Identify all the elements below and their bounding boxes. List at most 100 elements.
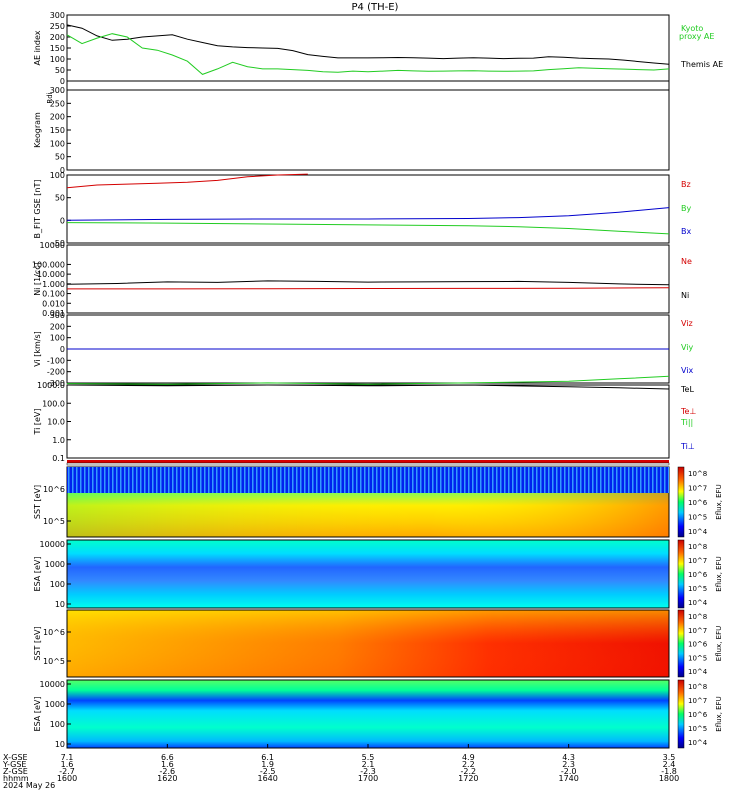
temperature-frame [66,384,670,459]
sst_ion-colorbar-tick: 10^8 [688,470,707,478]
sst_elec-colorbar [677,609,685,678]
xaxis-tick-label: -1.8 [661,767,677,776]
xaxis-tick-label: 1740 [558,774,578,783]
xaxis-tick-label: 1700 [358,774,378,783]
sst_ion-ylabel: SST [eV] [33,485,42,519]
velocity-ytick-label: 0 [60,345,65,354]
esa_elec-ytick-label: 10 [55,740,65,749]
ae-ylabel: AE index [33,30,42,65]
xaxis-row-label: Y-GSE [2,760,26,769]
bfield-ytick-label: -50 [52,239,65,248]
esa_elec-colorbar [677,679,685,749]
temp-legend-tiperp: Ti⊥ [680,442,695,451]
keogram-ylabel: Keogram [33,112,42,148]
bfield-ytick-label: 100 [50,171,65,180]
bfield-legend-bz: Bz [681,180,691,189]
esa_ion-spectrogram [67,540,669,608]
temperature-ylabel: Ti [eV] [33,408,42,435]
esa_ion-ytick-label: 10000 [40,540,65,549]
xaxis-tick-label: -2.5 [260,767,276,776]
sst_elec-colorbar-tick: 10^7 [688,627,707,635]
xaxis-tick-label: 1640 [257,774,277,783]
bfield-series-0 [66,173,308,189]
xaxis-tick-label: 1600 [57,774,77,783]
ae-legend-themis: Themis AE [680,60,723,69]
temperature-ytick-label: 0.1 [52,454,65,463]
velocity-legend-viy: Viy [681,343,694,352]
esa_elec-ytick-label: 1000 [45,700,65,709]
bfield-ytick-label: 50 [55,194,65,203]
esa_elec-colorbar-tick: 10^7 [688,697,707,705]
quality-bar-white [66,462,670,466]
esa_elec-spectrogram [67,680,669,748]
density-frame [66,244,670,314]
xaxis-tick-label: 7.1 [61,753,74,762]
keogram-ytick-label: 50 [55,153,65,162]
xaxis-tick-label: 2.2 [462,760,475,769]
keogram-ytick-label: 150 [50,126,65,135]
sst_elec-colorbar-tick: 10^6 [688,641,708,649]
sst_ion-colorbar-tick: 10^6 [688,499,708,507]
bfield-ytick-label: 0 [60,216,65,225]
keogram-ylabel-top: Rdi [46,92,54,103]
temp-legend-teperp: Te⊥ [680,407,696,416]
xaxis-tick-label: 1620 [157,774,177,783]
xaxis-row-label: 2024 May 26 [3,781,55,790]
xaxis-tick-label: 1.6 [161,760,174,769]
keogram-ytick-label: 0 [60,166,65,175]
esa_ion-colorbar-tick: 10^8 [688,543,707,551]
xaxis-tick-label: -2.6 [160,767,176,776]
esa_elec-ylabel: ESA [eV] [33,697,42,732]
temperature-ytick-label: 100.0 [42,399,65,408]
esa_elec-colorbar-tick: 10^6 [688,711,708,719]
bfield-series-2 [66,222,670,235]
sst_ion-low-count-band [67,467,669,493]
xaxis-tick-label: -2.0 [561,767,577,776]
ae-series-1 [66,33,670,75]
velocity-ytick-label: -100 [47,356,65,365]
keogram-ytick-label: 100 [50,139,65,148]
xaxis-tick-label: 4.9 [462,753,475,762]
esa_elec-colorbar-tick: 10^5 [688,725,707,733]
density-legend-ne: Ne [681,257,692,266]
keogram-ytick-label: 250 [50,99,65,108]
xaxis-tick-label: 5.5 [362,753,375,762]
velocity-legend-viz: Viz [681,319,693,328]
xaxis-tick-label: -2.7 [59,767,75,776]
esa_ion-colorbar-label: Eflux, EFU [715,556,723,591]
sst_elec-colorbar-tick: 10^4 [688,668,708,676]
temp-legend-tipar: Ti|| [680,418,693,427]
density-ytick-label: 1.000 [42,280,65,289]
chart-title: P4 (TH-E) [352,2,399,13]
xaxis-tick-label: 1720 [458,774,478,783]
density-ytick-label: 0.010 [42,299,65,308]
ae-ytick-label: 150 [50,44,65,53]
esa_elec-colorbar-label: Eflux, EFU [715,696,723,731]
esa_ion-colorbar [677,539,685,609]
temp-legend-tel: TeL [680,385,694,394]
esa_ion-colorbar-tick: 10^4 [688,599,708,607]
bfield-legend-bx: Bx [681,227,691,236]
temperature-series-0 [66,384,670,390]
density-ytick-label: 10000 [40,241,65,250]
sst_ion-colorbar-tick: 10^7 [688,485,707,493]
density-ytick-label: 0.100 [42,290,65,299]
xaxis-tick-label: 1.6 [61,760,74,769]
sst_ion-ytick-label: 10^6 [43,485,65,494]
xaxis-tick-label: 4.3 [562,753,575,762]
esa_elec-ytick-label: 10000 [40,680,65,689]
xaxis-row-label: hhmm [3,774,29,783]
density-series-1 [67,287,670,290]
xaxis-tick-label: 3.5 [663,753,676,762]
velocity-ytick-label: -300 [47,379,65,388]
ae-ytick-label: 100 [50,55,65,64]
temperature-ytick-label: 1000.0 [37,381,65,390]
bfield-frame [66,174,670,244]
xaxis-row-label: X-GSE [3,753,28,762]
ae-ytick-label: 0 [60,77,65,86]
esa_ion-colorbar-tick: 10^6 [688,571,708,579]
xaxis-tick-label: 1.9 [261,760,274,769]
sst_elec-ytick-label: 10^6 [43,628,65,637]
ae-ytick-label: 300 [50,11,65,20]
